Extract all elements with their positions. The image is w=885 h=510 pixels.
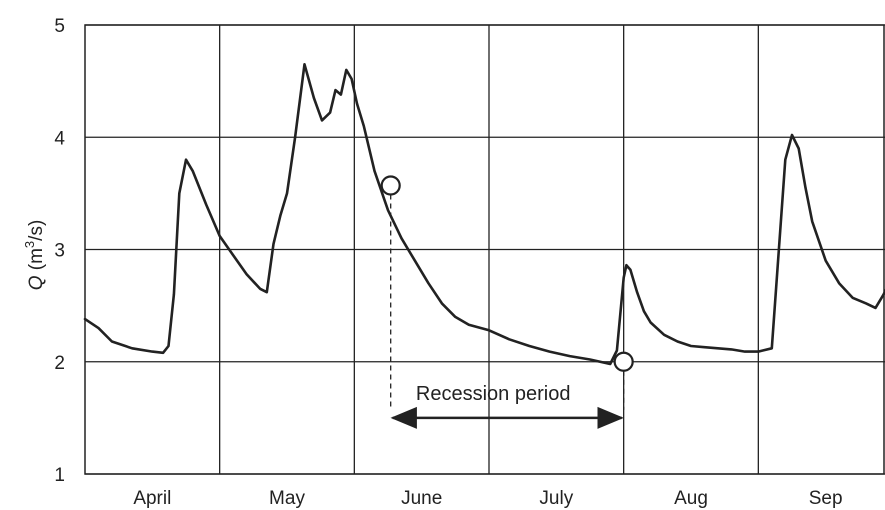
- y-tick-label-5: 5: [54, 16, 65, 37]
- x-tick-label-april: April: [133, 488, 171, 509]
- x-tick-label-june: June: [401, 488, 442, 509]
- x-axis-month-labels: April May June July Aug Sep: [133, 488, 842, 509]
- plot-frame: [84, 24, 885, 475]
- y-axis-label-var: Q: [26, 275, 47, 290]
- y-axis-ticks: 1 2 3 4 5: [54, 16, 65, 486]
- y-tick-label-3: 3: [54, 241, 65, 262]
- y-axis-label: Q (m3/s): [22, 220, 47, 291]
- grid-lines: [85, 24, 885, 475]
- recession-marker-start: [380, 175, 401, 196]
- recession-marker-end: [613, 351, 634, 372]
- y-axis-label-unit-sup: 3: [22, 241, 37, 248]
- y-axis-label-unit-suffix: /s): [26, 220, 47, 241]
- discharge-series-line: [83, 63, 885, 366]
- recession-period-label: Recession period: [416, 383, 571, 405]
- x-tick-label-may: May: [269, 488, 305, 509]
- y-tick-label-4: 4: [54, 128, 65, 149]
- y-tick-label-2: 2: [54, 353, 65, 374]
- x-tick-label-aug: Aug: [674, 488, 708, 509]
- x-tick-label-sep: Sep: [809, 488, 843, 509]
- x-tick-label-july: July: [539, 488, 573, 509]
- recession-markers: [380, 175, 634, 372]
- y-axis-label-unit-prefix: (m: [26, 248, 47, 275]
- y-tick-label-1: 1: [54, 465, 65, 486]
- recession-period-annotation: Recession period: [390, 194, 625, 429]
